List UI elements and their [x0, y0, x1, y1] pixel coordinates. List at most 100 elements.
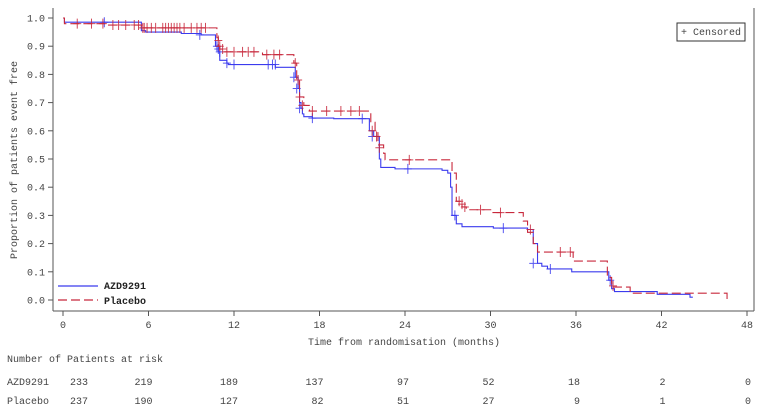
risk-count: 190	[134, 397, 153, 408]
censor-mark-azd9291	[546, 263, 555, 274]
legend-label-placebo: Placebo	[104, 296, 146, 308]
risk-count: 2	[659, 378, 666, 389]
x-tick-label: 48	[741, 321, 753, 332]
risk-count: 1	[659, 397, 666, 408]
censor-mark-azd9291	[100, 17, 109, 28]
risk-count: 82	[311, 397, 324, 408]
censor-mark-azd9291	[529, 258, 538, 269]
series-line-azd9291	[63, 17, 693, 298]
censor-mark-placebo	[262, 49, 271, 60]
censor-mark-placebo	[275, 49, 284, 60]
censor-legend: + Censored	[676, 22, 746, 42]
risk-row-label: Placebo	[7, 397, 50, 408]
censor-mark-placebo	[295, 91, 304, 102]
risk-count: 51	[396, 397, 409, 408]
censor-mark-placebo	[214, 35, 223, 46]
y-tick-label: 0.0	[27, 297, 45, 308]
legend-label-azd9291: AZD9291	[104, 282, 146, 293]
censor-mark-placebo	[230, 46, 238, 57]
y-tick-label: 0.1	[27, 268, 45, 279]
censor-mark-azd9291	[271, 59, 280, 70]
censor-mark-azd9291	[499, 223, 508, 234]
censor-mark-placebo	[405, 154, 414, 165]
censor-mark-placebo	[218, 44, 227, 55]
censor-mark-placebo	[249, 46, 258, 57]
risk-count: 233	[70, 378, 89, 389]
censor-mark-azd9291	[358, 113, 367, 124]
x-tick-label: 24	[399, 321, 411, 332]
y-tick-label: 0.4	[27, 184, 45, 195]
censor-mark-placebo	[134, 20, 143, 31]
censor-mark-placebo	[556, 247, 565, 258]
axes: 0.0 0.1 0.2 0.3 0.4 0.5 0.6 0.7 0.8 0.9 1.0 0 6 12 18 2…	[27, 8, 755, 332]
risk-count: 52	[482, 378, 495, 389]
censor-mark-placebo	[346, 106, 355, 117]
y-tick-label: 0.3	[27, 212, 45, 223]
y-tick-label: 0.5	[27, 156, 45, 167]
series-layer	[63, 17, 728, 300]
censor-mark-azd9291	[450, 210, 459, 221]
y-tick-label: 0.6	[27, 127, 45, 138]
censor-mark-placebo	[308, 106, 317, 117]
censor-mark-placebo	[180, 22, 189, 33]
censor-mark-placebo	[375, 142, 384, 153]
censor-mark-azd9291	[403, 163, 412, 174]
censor-mark-placebo	[87, 18, 96, 29]
risk-count: 189	[219, 378, 238, 389]
censor-mark-azd9291	[195, 29, 204, 40]
x-tick-label: 42	[655, 321, 667, 332]
risk-row-label: AZD9291	[7, 378, 50, 389]
y-axis-label: Proportion of patients event free	[9, 61, 21, 259]
y-tick-label: 1.0	[27, 15, 45, 26]
censor-mark-placebo	[526, 224, 535, 235]
risk-count: 0	[744, 378, 751, 389]
risk-count: 0	[744, 397, 751, 408]
censor-mark-placebo	[368, 125, 377, 136]
censor-mark-placebo	[222, 46, 231, 57]
censor-mark-placebo	[566, 247, 575, 258]
x-tick-label: 18	[313, 321, 325, 332]
censor-mark-placebo	[609, 280, 618, 291]
x-tick-label: 36	[570, 321, 582, 332]
censor-mark-azd9291	[222, 58, 231, 69]
risk-count: 137	[305, 378, 324, 389]
x-axis-label: Time from randomisation (months)	[308, 337, 500, 349]
censor-mark-placebo	[201, 22, 210, 33]
risk-count: 9	[573, 397, 580, 408]
risk-count: 237	[70, 397, 89, 408]
series-line-placebo	[63, 17, 728, 300]
censor-mark-placebo	[98, 18, 107, 29]
censor-mark-placebo	[372, 131, 381, 142]
y-tick-label: 0.7	[27, 99, 45, 110]
censor-mark-placebo	[298, 100, 307, 111]
y-tick-label: 0.9	[27, 43, 45, 54]
risk-count: 97	[396, 378, 409, 389]
legend: AZD9291 Placebo	[58, 282, 146, 308]
risk-count: 219	[134, 378, 153, 389]
censor-mark-placebo	[291, 58, 300, 69]
censor-mark-azd9291	[230, 59, 238, 70]
censor-mark-placebo	[476, 204, 485, 215]
censor-mark-placebo	[151, 22, 160, 33]
y-tick-label: 0.8	[27, 71, 45, 82]
censor-mark-placebo	[355, 106, 364, 117]
censor-mark-placebo	[294, 75, 303, 86]
risk-count: 18	[567, 378, 580, 389]
censor-mark-placebo	[460, 201, 469, 212]
risk-table-title: Number of Patients at risk	[7, 355, 164, 366]
y-tick-label: 0.2	[27, 240, 45, 251]
x-tick-label: 12	[228, 321, 240, 332]
x-tick-label: 0	[60, 321, 66, 332]
x-tick-label: 30	[484, 321, 496, 332]
censor-mark-placebo	[121, 20, 130, 31]
censor-mark-placebo	[322, 106, 331, 117]
censor-mark-placebo	[114, 20, 123, 31]
risk-count: 127	[219, 397, 238, 408]
risk-count: 27	[482, 397, 495, 408]
censor-mark-placebo	[336, 106, 345, 117]
censor-mark-placebo	[73, 18, 82, 29]
censor-mark-placebo	[496, 207, 505, 218]
censor-legend-text: + Censored	[681, 27, 741, 39]
x-tick-label: 6	[145, 321, 151, 332]
